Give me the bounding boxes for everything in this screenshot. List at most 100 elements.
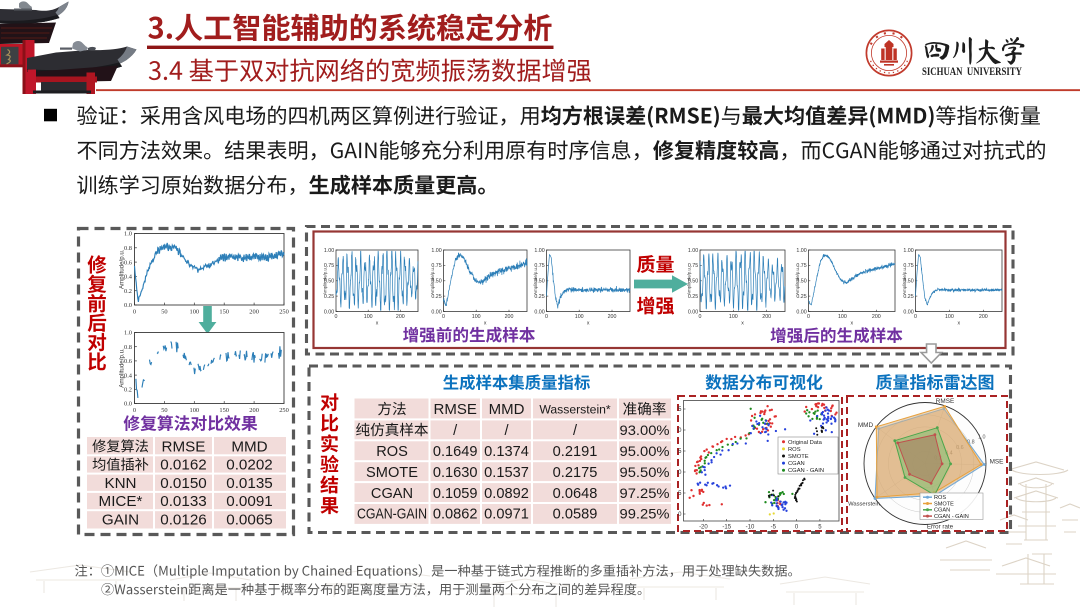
- svg-text:0.0648: 0.0648: [553, 486, 598, 502]
- svg-text:200: 200: [979, 314, 988, 320]
- svg-text:-20: -20: [699, 525, 708, 531]
- svg-text:93.00%: 93.00%: [620, 423, 670, 439]
- svg-text:1.0: 1.0: [124, 231, 132, 238]
- svg-text:x: x: [484, 321, 487, 327]
- svg-text:CGAN: CGAN: [934, 508, 950, 514]
- svg-text:CGAN: CGAN: [371, 486, 413, 502]
- svg-text:-15: -15: [722, 525, 731, 531]
- svg-text:97.25%: 97.25%: [620, 486, 670, 502]
- svg-text:0.50: 0.50: [324, 279, 334, 285]
- svg-text:200: 200: [608, 314, 617, 320]
- svg-text:0.00: 0.00: [796, 309, 806, 315]
- svg-text:0.6: 0.6: [124, 259, 132, 266]
- svg-text:0: 0: [442, 314, 445, 320]
- svg-text:100: 100: [190, 407, 200, 414]
- svg-text:0.0091: 0.0091: [226, 493, 272, 510]
- svg-text:Error rate: Error rate: [927, 524, 954, 531]
- svg-text:KNN: KNN: [104, 475, 136, 492]
- svg-text:Wasserstein: Wasserstein: [848, 502, 880, 508]
- svg-text:MMD: MMD: [489, 401, 525, 418]
- svg-text:0: 0: [807, 314, 810, 320]
- svg-text:CGAN: CGAN: [788, 461, 805, 467]
- svg-text:x: x: [741, 321, 744, 327]
- svg-text:250: 250: [279, 407, 289, 414]
- svg-text:Amplitude/p.u.: Amplitude/p.u.: [323, 267, 328, 295]
- svg-text:0.00: 0.00: [534, 309, 544, 315]
- svg-text:100: 100: [472, 314, 481, 320]
- svg-text:50: 50: [161, 309, 167, 316]
- svg-text:0.00: 0.00: [324, 309, 334, 315]
- svg-text:99.25%: 99.25%: [620, 507, 670, 523]
- svg-text:0.8: 0.8: [124, 245, 132, 252]
- svg-text:200: 200: [249, 309, 259, 316]
- svg-text:ROS: ROS: [934, 495, 946, 501]
- svg-text:0.1630: 0.1630: [433, 465, 478, 481]
- svg-text:0.75: 0.75: [534, 263, 544, 269]
- svg-text:-10: -10: [746, 525, 755, 531]
- svg-text:Amplitude/p.u.: Amplitude/p.u.: [795, 267, 800, 295]
- svg-text:0: 0: [914, 314, 917, 320]
- svg-text:200: 200: [872, 314, 881, 320]
- svg-text:250: 250: [279, 309, 289, 316]
- svg-text:200: 200: [505, 314, 514, 320]
- svg-text:0.2: 0.2: [124, 288, 132, 295]
- svg-text:CGAN - GAIN: CGAN - GAIN: [788, 468, 824, 474]
- svg-text:0.1537: 0.1537: [484, 465, 529, 481]
- svg-text:0.0862: 0.0862: [433, 507, 478, 523]
- svg-text:MICE*: MICE*: [99, 493, 143, 510]
- svg-text:/: /: [573, 423, 578, 439]
- svg-text:200: 200: [396, 314, 405, 320]
- svg-text:0: 0: [678, 428, 682, 434]
- svg-text:0: 0: [133, 407, 136, 414]
- svg-text:5: 5: [678, 407, 682, 413]
- svg-text:SMOTE: SMOTE: [366, 465, 418, 481]
- svg-text:0.75: 0.75: [903, 263, 913, 269]
- svg-text:0.75: 0.75: [324, 263, 334, 269]
- svg-text:SICHUAN UNIVERSITY: SICHUAN UNIVERSITY: [922, 64, 1022, 78]
- svg-text:-5: -5: [771, 525, 777, 531]
- svg-text:0.0150: 0.0150: [160, 475, 206, 492]
- svg-text:1.0: 1.0: [978, 434, 986, 440]
- svg-text:/: /: [504, 423, 509, 439]
- svg-text:0: 0: [795, 525, 799, 531]
- svg-text:0.2191: 0.2191: [553, 444, 598, 460]
- svg-text:0: 0: [335, 314, 338, 320]
- svg-text:Amplitude/p.u.: Amplitude/p.u.: [119, 348, 126, 388]
- svg-text:0.4: 0.4: [124, 274, 133, 281]
- svg-text:0.50: 0.50: [431, 279, 441, 285]
- svg-text:x: x: [958, 321, 961, 327]
- svg-text:x: x: [851, 321, 854, 327]
- svg-text:0.25: 0.25: [324, 294, 334, 300]
- svg-text:0.25: 0.25: [534, 294, 544, 300]
- svg-text:0.8: 0.8: [967, 440, 975, 446]
- svg-text:0.0135: 0.0135: [226, 475, 272, 492]
- svg-text:150: 150: [219, 407, 229, 414]
- svg-text:5: 5: [678, 449, 682, 455]
- svg-text:0.0126: 0.0126: [160, 512, 206, 529]
- svg-text:0.75: 0.75: [796, 263, 806, 269]
- svg-text:SMOTE: SMOTE: [788, 454, 809, 460]
- svg-text:100: 100: [838, 314, 847, 320]
- svg-text:0.25: 0.25: [903, 294, 913, 300]
- svg-text:Amplitude/p.u.: Amplitude/p.u.: [119, 249, 126, 289]
- svg-text:0.0162: 0.0162: [160, 457, 206, 474]
- svg-text:0.25: 0.25: [796, 294, 806, 300]
- svg-text:0.0202: 0.0202: [226, 457, 272, 474]
- svg-text:Wasserstein*: Wasserstein*: [539, 403, 611, 417]
- svg-text:0.8: 0.8: [124, 344, 132, 351]
- svg-text:95.50%: 95.50%: [620, 465, 670, 481]
- svg-text:100: 100: [945, 314, 954, 320]
- svg-text:0.0892: 0.0892: [484, 486, 529, 502]
- svg-text:1.00: 1.00: [324, 248, 334, 254]
- svg-text:CGAN-GAIN: CGAN-GAIN: [357, 507, 427, 523]
- svg-text:100: 100: [575, 314, 584, 320]
- svg-text:0.00: 0.00: [903, 309, 913, 315]
- svg-text:0.2175: 0.2175: [553, 465, 598, 481]
- svg-text:0: 0: [678, 470, 682, 476]
- svg-text:ROS: ROS: [788, 447, 801, 453]
- svg-text:1.00: 1.00: [688, 248, 698, 254]
- svg-text:1.00: 1.00: [534, 248, 544, 254]
- svg-text:0.4: 0.4: [124, 372, 133, 379]
- svg-text:SMOTE: SMOTE: [934, 501, 954, 507]
- svg-text:0.1649: 0.1649: [433, 444, 478, 460]
